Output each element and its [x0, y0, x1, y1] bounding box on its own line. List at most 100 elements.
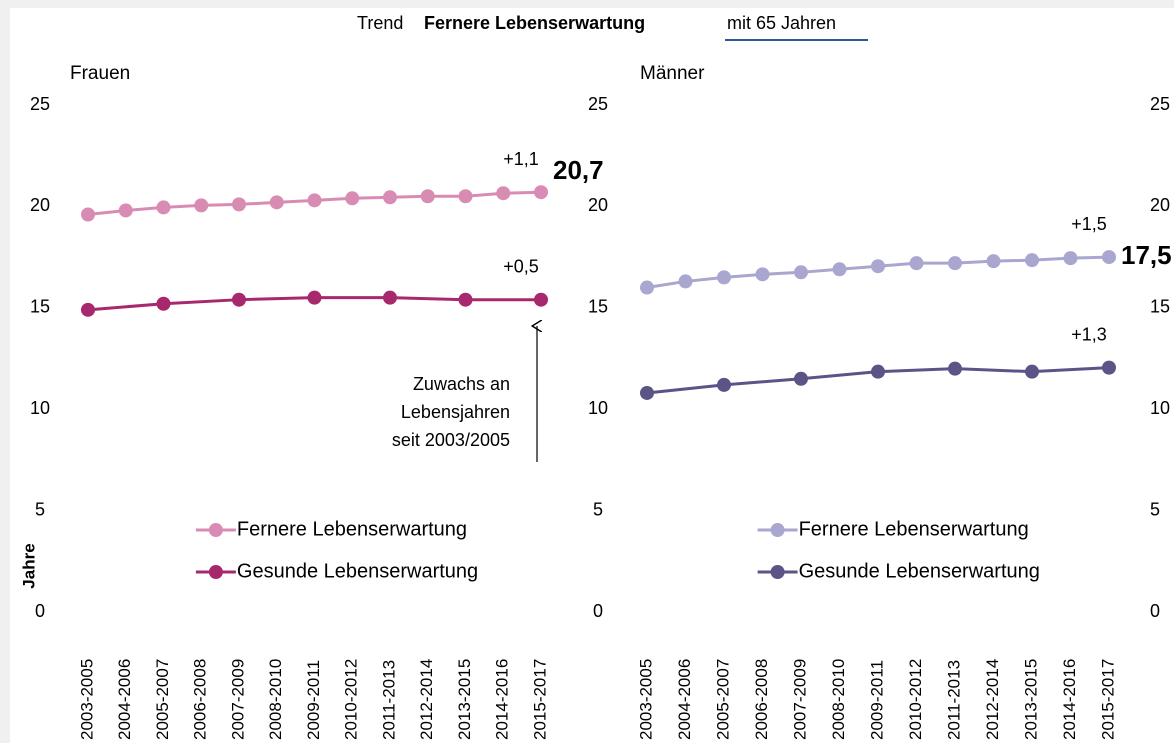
y-tick-label: 25	[588, 94, 608, 114]
delta-label: +1,1	[503, 149, 539, 169]
data-point	[794, 371, 808, 386]
x-tick-label: 2004-2006	[675, 659, 694, 740]
data-point	[948, 256, 962, 271]
x-tick-label: 2008-2010	[266, 659, 285, 740]
data-point	[871, 364, 885, 379]
x-tick-label: 2004-2006	[115, 659, 134, 740]
x-tick-label: 2008-2010	[829, 659, 848, 740]
data-point	[909, 256, 924, 271]
data-point	[534, 292, 548, 307]
y-tick-label: 20	[30, 195, 50, 215]
y-tick-label: 25	[1150, 94, 1170, 114]
data-point	[156, 296, 171, 311]
data-point	[717, 377, 731, 392]
data-point	[1025, 253, 1039, 268]
data-point	[420, 189, 435, 204]
data-point	[269, 195, 284, 210]
legend-label: Gesunde Lebenserwartung	[799, 560, 1040, 582]
y-tick-label: 5	[1150, 499, 1160, 519]
value-label: 20,7	[553, 155, 604, 185]
data-point	[640, 280, 654, 295]
x-tick-label: 2007-2009	[790, 659, 809, 740]
data-point	[640, 385, 654, 400]
data-point	[458, 189, 473, 204]
title-suffix: mit 65 Jahren	[727, 13, 836, 33]
value-label: 17,5	[1121, 240, 1172, 270]
x-tick-label: 2015-2017	[1098, 659, 1117, 740]
x-tick-label: 2006-2008	[752, 659, 771, 740]
x-tick-label: 2009-2011	[867, 660, 886, 740]
title-bold: Fernere Lebenserwartung	[424, 13, 645, 33]
x-tick-label: 2005-2007	[713, 659, 732, 740]
background	[10, 8, 1174, 743]
annotation: Lebensjahren	[401, 402, 510, 422]
x-tick-label: 2010-2012	[342, 659, 361, 740]
data-point	[307, 193, 322, 208]
data-point	[871, 259, 885, 274]
data-point	[458, 292, 473, 307]
x-tick-label: 2003-2005	[77, 659, 96, 740]
y-tick-label: 0	[1150, 601, 1160, 621]
data-point	[1102, 360, 1116, 375]
data-point	[383, 190, 397, 205]
y-tick-label: 15	[1150, 297, 1170, 317]
y-tick-label: 20	[1150, 195, 1170, 215]
y-tick-label: 0	[35, 601, 45, 621]
legend-marker	[770, 523, 785, 537]
delta-label: +0,5	[503, 256, 539, 276]
data-point	[534, 185, 548, 200]
y-tick-label: 10	[1150, 398, 1170, 418]
x-tick-label: 2003-2005	[636, 659, 655, 740]
title-prefix: Trend	[357, 13, 403, 33]
data-point	[794, 265, 808, 280]
legend-label: Fernere Lebenserwartung	[799, 518, 1029, 540]
y-tick-label: 10	[30, 398, 50, 418]
panel-title: Frauen	[70, 63, 130, 84]
x-tick-label: 2013-2015	[1021, 659, 1040, 740]
y-tick-label: 15	[30, 297, 50, 317]
x-tick-label: 2010-2012	[906, 659, 925, 740]
annotation: Zuwachs an	[413, 374, 510, 394]
x-tick-label: 2012-2014	[417, 659, 436, 740]
annotation: seit 2003/2005	[392, 430, 510, 450]
legend-marker	[208, 523, 223, 537]
data-point	[496, 186, 511, 201]
data-point	[307, 290, 322, 305]
data-point	[194, 198, 209, 213]
data-point	[345, 191, 360, 206]
y-tick-label: 20	[588, 195, 608, 215]
data-point	[1025, 364, 1039, 379]
data-point	[81, 302, 95, 317]
x-tick-label: 2007-2009	[228, 659, 247, 740]
data-point	[678, 274, 693, 289]
y-tick-label: 5	[35, 499, 45, 519]
x-tick-label: 2006-2008	[191, 659, 210, 740]
data-point	[986, 254, 1001, 269]
x-tick-label: 2009-2011	[304, 660, 323, 740]
x-tick-label: 2014-2016	[493, 659, 512, 740]
data-point	[118, 203, 133, 218]
y-tick-label: 10	[588, 398, 608, 418]
legend-marker	[208, 565, 223, 579]
legend-marker	[770, 565, 785, 579]
data-point	[156, 200, 171, 215]
data-point	[832, 262, 847, 277]
panel-title: Männer	[640, 63, 705, 84]
delta-label: +1,3	[1071, 324, 1107, 344]
y-tick-label: 15	[588, 297, 608, 317]
y-tick-label: 0	[593, 601, 603, 621]
data-point	[383, 290, 397, 305]
x-tick-label: 2011-2013	[944, 660, 963, 740]
data-point	[1063, 251, 1078, 266]
y-tick-label: 5	[593, 499, 603, 519]
data-point	[232, 197, 246, 212]
y-tick-label: 25	[30, 94, 50, 114]
y-axis-label: Jahre	[19, 543, 38, 588]
data-point	[717, 270, 731, 285]
x-tick-label: 2005-2007	[153, 659, 172, 740]
x-tick-label: 2014-2016	[1060, 659, 1079, 740]
x-tick-label: 2011-2013	[379, 660, 398, 740]
data-point	[81, 207, 95, 222]
